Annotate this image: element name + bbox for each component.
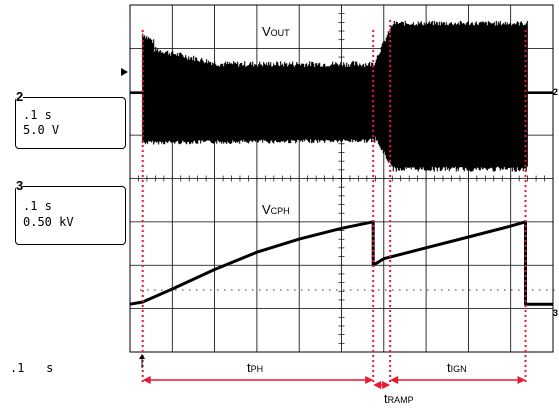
trigger-arrow-icon [139, 354, 145, 368]
arrow-head-left-icon [373, 381, 381, 389]
arrow-head-right-icon [518, 376, 526, 384]
vout-trace-ripple-1 [143, 34, 375, 145]
ch3-ground-marker: 3 [553, 308, 558, 318]
vout-label: VOUT [262, 24, 290, 39]
arrow-head-left-icon [143, 376, 151, 384]
tramp-label: tRAMP [384, 391, 414, 406]
ch2-ground-marker: 2 [553, 87, 558, 97]
tph-interval-arrow [143, 376, 374, 384]
arrow-head-left-icon [390, 376, 398, 384]
tign-interval-arrow [390, 376, 525, 384]
tph-label: tPH [247, 360, 263, 375]
arrow-head-right-icon [365, 376, 373, 384]
tign-label: tIGN [447, 360, 467, 375]
arrow-head-right-icon [382, 381, 390, 389]
vout-trace-ripple-2 [375, 21, 527, 172]
tramp-interval-arrow [373, 381, 390, 389]
vcph-label: VCPH [262, 202, 290, 217]
ch2-level-pointer-icon [121, 68, 128, 76]
